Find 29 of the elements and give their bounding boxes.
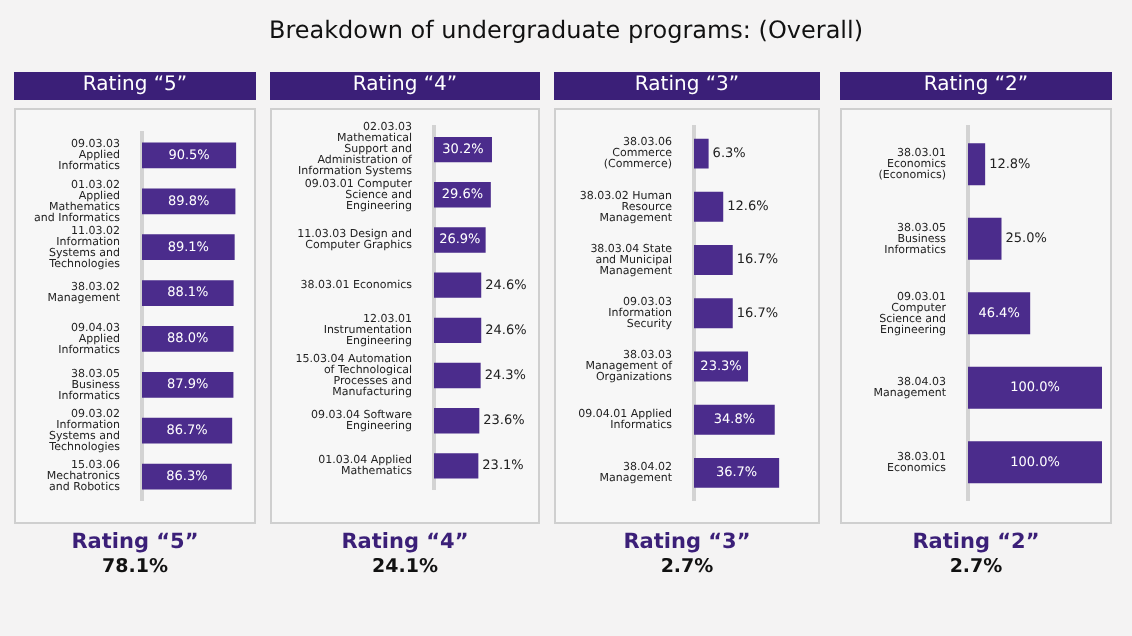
text: Rating “3”: [621, 530, 753, 554]
text: 78.1%: [100, 556, 170, 578]
bar: [434, 362, 481, 389]
bar: [968, 366, 1102, 409]
bar: [434, 317, 482, 344]
text: Rating “5”: [69, 530, 201, 554]
bar: [968, 292, 1031, 335]
chart-title: Rating “2”: [840, 72, 1112, 100]
text: 24.1%: [370, 556, 440, 578]
text: Rating “2”: [910, 530, 1042, 554]
bar: [968, 441, 1102, 484]
bar: [434, 408, 480, 434]
text: 2.7%: [658, 556, 716, 578]
text: 2.7%: [947, 556, 1005, 578]
chart-title: Rating “4”: [270, 72, 540, 100]
bar: [694, 404, 775, 435]
text: Rating “4”: [339, 530, 471, 554]
bar: [694, 298, 733, 329]
bar: [694, 138, 709, 169]
bar: [694, 245, 733, 275]
bar: [968, 217, 1002, 260]
bar: [968, 143, 986, 186]
bar: [434, 272, 482, 298]
bar: [434, 453, 479, 479]
text: Breakdown of undergraduate programs: (Overall): [266, 16, 866, 44]
bar: [694, 191, 724, 222]
bar: [694, 457, 780, 488]
chart-title: Rating “5”: [14, 72, 256, 100]
chart-title: Rating “3”: [554, 72, 820, 100]
